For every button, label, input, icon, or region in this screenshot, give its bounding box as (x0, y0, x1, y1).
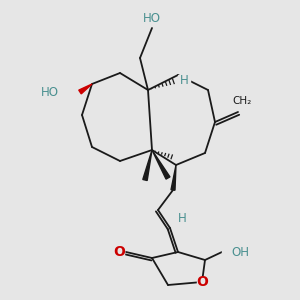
Bar (176, 215, 188, 225)
Bar (142, 13, 162, 25)
Bar (222, 247, 238, 257)
Polygon shape (79, 84, 92, 94)
Bar (196, 277, 208, 287)
Text: H: H (178, 212, 186, 226)
Bar (114, 247, 124, 257)
Bar (49, 86, 67, 98)
Text: HO: HO (41, 85, 59, 98)
Text: H: H (180, 74, 188, 86)
Text: OH: OH (231, 245, 249, 259)
Text: O: O (113, 245, 125, 259)
Polygon shape (171, 165, 176, 190)
Text: O: O (196, 275, 208, 289)
Bar (178, 75, 190, 85)
Polygon shape (143, 150, 152, 181)
Polygon shape (152, 150, 170, 179)
Text: HO: HO (143, 13, 161, 26)
Text: CH₂: CH₂ (232, 96, 252, 106)
